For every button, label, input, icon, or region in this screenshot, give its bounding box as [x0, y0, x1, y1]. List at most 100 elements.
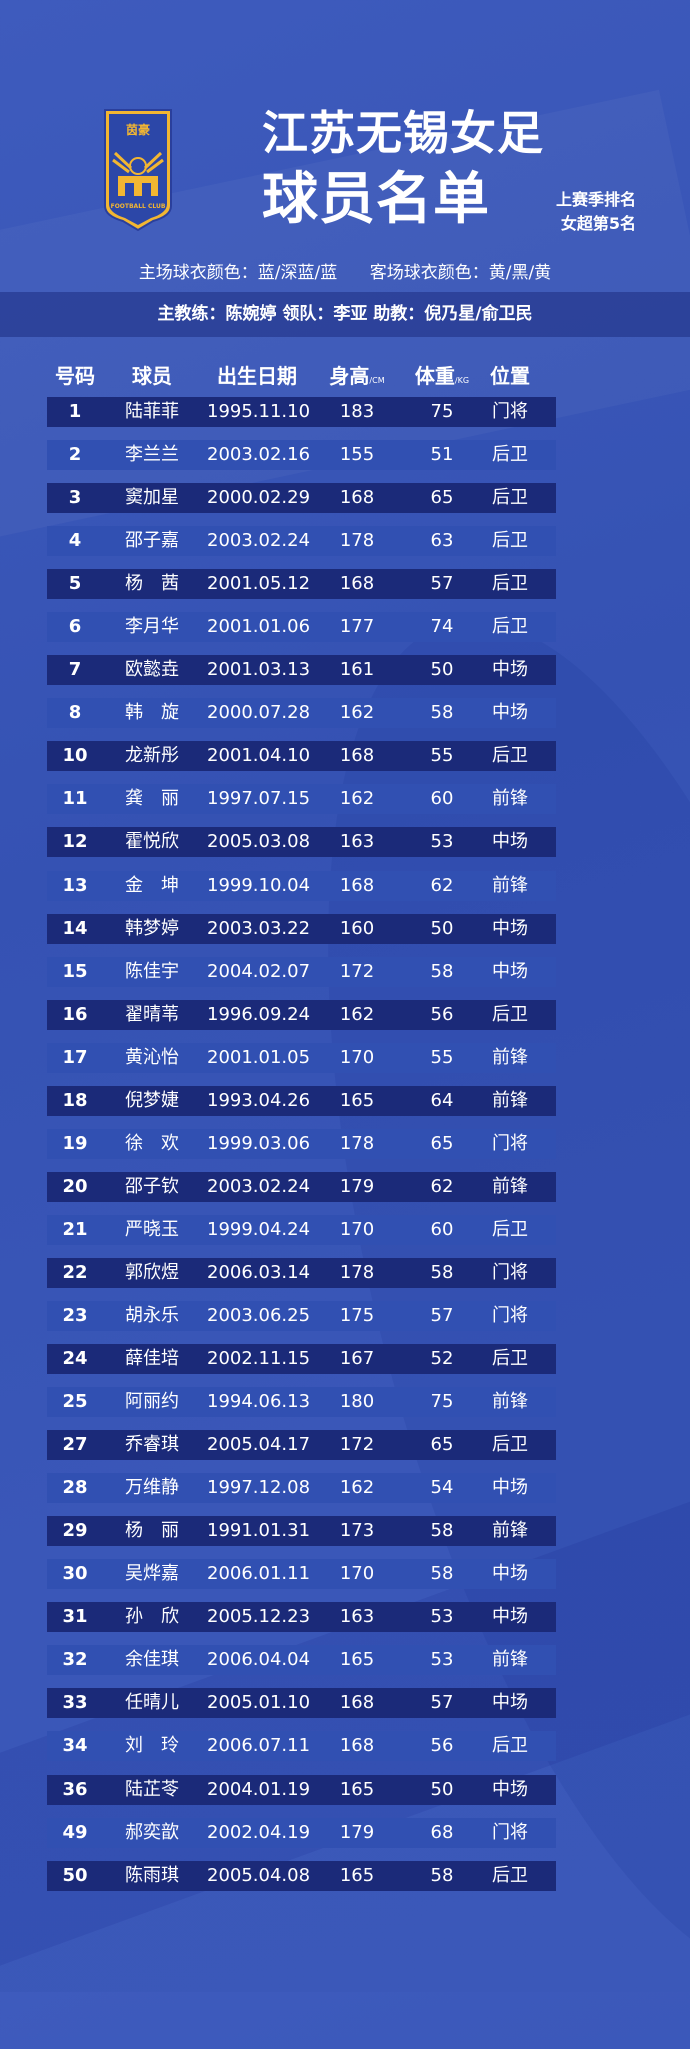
height: 168 [339, 1692, 375, 1714]
player-name: 霍悦欣 [125, 831, 179, 853]
position: 后卫 [492, 616, 528, 638]
weight: 63 [430, 530, 454, 552]
birth-date: 2000.07.28 [207, 702, 311, 724]
player-number: 3 [68, 487, 82, 509]
last-season-rank: 上赛季排名 女超第5名 [556, 188, 636, 236]
height: 178 [339, 1261, 375, 1283]
player-number: 22 [62, 1261, 88, 1283]
height: 168 [339, 487, 375, 509]
table-row: 14 韩梦婷 2003.03.22 160 50 中场 [47, 913, 556, 944]
position: 门将 [492, 1304, 528, 1326]
header-position: 位置 [490, 364, 530, 388]
player-name: 严晓玉 [125, 1218, 179, 1240]
player-number: 21 [62, 1218, 88, 1240]
weight: 58 [430, 1520, 454, 1542]
table-row: 5 杨 茜 2001.05.12 168 57 后卫 [47, 569, 556, 600]
position: 后卫 [492, 573, 528, 595]
table-row: 21 严晓玉 1999.04.24 170 60 后卫 [47, 1214, 556, 1245]
player-number: 27 [62, 1434, 88, 1456]
player-name: 吴烨嘉 [125, 1563, 179, 1585]
player-number: 13 [62, 874, 88, 896]
weight: 50 [430, 917, 454, 939]
table-row: 11 龚 丽 1997.07.15 162 60 前锋 [47, 784, 556, 815]
player-number: 32 [62, 1649, 88, 1671]
height: 165 [339, 1864, 375, 1886]
player-number: 24 [62, 1348, 88, 1370]
birth-date: 2000.02.29 [207, 487, 311, 509]
weight: 55 [430, 1046, 454, 1068]
height: 165 [339, 1778, 375, 1800]
position: 门将 [492, 1132, 528, 1154]
height: 170 [339, 1563, 375, 1585]
height: 170 [339, 1046, 375, 1068]
birth-date: 2005.03.08 [207, 831, 311, 853]
player-name: 龙新彤 [125, 745, 179, 767]
birth-date: 2005.04.08 [207, 1864, 311, 1886]
position: 前锋 [492, 1520, 528, 1542]
weight: 56 [430, 1735, 454, 1757]
position: 中场 [492, 1606, 528, 1628]
player-number: 2 [68, 444, 82, 466]
birth-date: 2006.07.11 [207, 1735, 311, 1757]
height: 163 [339, 1606, 375, 1628]
weight: 65 [430, 487, 454, 509]
header-height: 身高/CM [329, 364, 385, 388]
table-row: 50 陈雨琪 2005.04.08 165 58 后卫 [47, 1860, 556, 1891]
birth-date: 2003.03.22 [207, 917, 311, 939]
page-title-line1: 江苏无锡女足 [262, 106, 544, 160]
height: 179 [339, 1175, 375, 1197]
birth-date: 2003.02.24 [207, 530, 311, 552]
height: 170 [339, 1218, 375, 1240]
height: 177 [339, 616, 375, 638]
player-name: 韩 旋 [125, 702, 179, 724]
birth-date: 2004.02.07 [207, 960, 311, 982]
height: 168 [339, 874, 375, 896]
position: 前锋 [492, 1391, 528, 1413]
player-name: 胡永乐 [125, 1304, 179, 1326]
weight: 56 [430, 1003, 454, 1025]
table-row: 22 郭欣煜 2006.03.14 178 58 门将 [47, 1257, 556, 1288]
weight: 58 [430, 1864, 454, 1886]
height: 165 [339, 1649, 375, 1671]
birth-date: 2001.01.06 [207, 616, 311, 638]
player-name: 金 坤 [125, 874, 179, 896]
birth-date: 1995.11.10 [207, 401, 311, 422]
weight: 75 [430, 401, 454, 422]
position: 中场 [492, 831, 528, 853]
player-name: 陆芷苓 [125, 1778, 179, 1800]
table-row: 36 陆芷苓 2004.01.19 165 50 中场 [47, 1774, 556, 1805]
birth-date: 2006.04.04 [207, 1649, 311, 1671]
height: 155 [339, 444, 375, 466]
player-number: 18 [62, 1089, 88, 1111]
weight: 52 [430, 1348, 454, 1370]
birth-date: 2005.04.17 [207, 1434, 311, 1456]
player-number: 23 [62, 1304, 88, 1326]
weight: 51 [430, 444, 454, 466]
table-row: 13 金 坤 1999.10.04 168 62 前锋 [47, 870, 556, 901]
birth-date: 1997.12.08 [207, 1477, 311, 1499]
height: 162 [339, 1477, 375, 1499]
birth-date: 1999.04.24 [207, 1218, 311, 1240]
position: 门将 [492, 1821, 528, 1843]
player-number: 17 [62, 1046, 88, 1068]
player-name: 余佳琪 [125, 1649, 179, 1671]
birth-date: 2003.02.16 [207, 444, 311, 466]
table-row: 24 薛佳培 2002.11.15 167 52 后卫 [47, 1344, 556, 1375]
position: 后卫 [492, 1348, 528, 1370]
height: 160 [339, 917, 375, 939]
rank-value: 女超第5名 [560, 214, 636, 233]
weight: 58 [430, 702, 454, 724]
player-number: 14 [62, 917, 88, 939]
height: 180 [339, 1391, 375, 1413]
position: 后卫 [492, 1434, 528, 1456]
weight: 57 [430, 573, 454, 595]
player-number: 50 [62, 1864, 88, 1886]
table-row: 25 阿丽约 1994.06.13 180 75 前锋 [47, 1387, 556, 1418]
player-name: 杨 茜 [125, 573, 179, 595]
player-number: 25 [62, 1391, 88, 1413]
player-number: 15 [62, 960, 88, 982]
table-row: 34 刘 玲 2006.07.11 168 56 后卫 [47, 1731, 556, 1762]
height: 162 [339, 702, 375, 724]
table-row: 2 李兰兰 2003.02.16 155 51 后卫 [47, 440, 556, 471]
birth-date: 1997.07.15 [207, 788, 311, 810]
